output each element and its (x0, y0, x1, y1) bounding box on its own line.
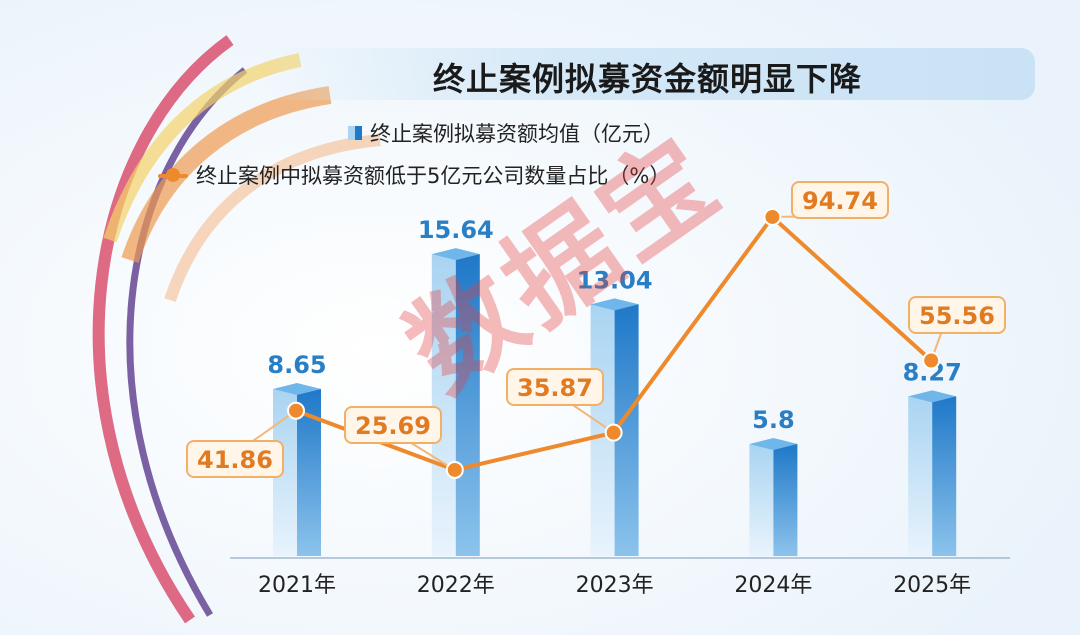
bar-top (749, 438, 798, 451)
bar-value-label: 5.8 (752, 406, 795, 434)
legend-bar-label: 终止案例拟募资额均值（亿元） (370, 122, 664, 146)
line-value-label: 94.74 (802, 187, 878, 215)
x-tick-label: 2021年 (258, 573, 336, 598)
line-point (604, 423, 623, 442)
x-tick-label: 2023年 (576, 573, 654, 598)
line-value-label: 25.69 (355, 412, 431, 440)
bar-value-label: 15.64 (418, 216, 494, 244)
line-label-box (344, 406, 442, 444)
line-point (922, 351, 941, 370)
bar-front (908, 396, 933, 556)
legend-item-line: 终止案例中拟募资额低于5亿元公司数量占比（%） (158, 160, 670, 190)
bar-side (773, 444, 798, 556)
legend-bar-icon (348, 126, 362, 140)
bar-front (749, 444, 774, 556)
line-point (445, 460, 464, 479)
chart-title-banner: 终止案例拟募资金额明显下降 (260, 48, 1035, 100)
x-tick-label: 2025年 (893, 573, 971, 598)
bar-top (590, 298, 639, 311)
line-label-box (186, 440, 284, 478)
legend-line-label: 终止案例中拟募资额低于5亿元公司数量占比（%） (196, 164, 671, 188)
line-value-label: 41.86 (197, 446, 273, 474)
line-point (287, 401, 305, 420)
bar-top (908, 390, 957, 403)
chart-title: 终止案例拟募资金额明显下降 (432, 60, 862, 98)
x-tick-label: 2022年 (417, 573, 495, 598)
bar-value-label: 8.65 (267, 351, 326, 379)
line-point (763, 207, 782, 226)
x-tick-label: 2024年 (734, 573, 812, 598)
line-label-box (908, 296, 1006, 334)
bar-side (932, 396, 957, 556)
bar-side (455, 254, 480, 556)
line-value-label: 35.87 (517, 374, 593, 402)
line-label-box (506, 368, 604, 406)
bar-front (431, 254, 456, 556)
line-value-label: 55.56 (919, 302, 995, 330)
bar-top (273, 383, 321, 396)
legend-item-bar: 终止案例拟募资额均值（亿元） (348, 118, 664, 148)
bar-value-label: 13.04 (577, 266, 653, 294)
label-leader (407, 440, 456, 471)
line-label-box (791, 181, 889, 219)
label-leader (249, 409, 297, 444)
bar-top (431, 248, 480, 261)
legend-line-icon (158, 168, 188, 182)
